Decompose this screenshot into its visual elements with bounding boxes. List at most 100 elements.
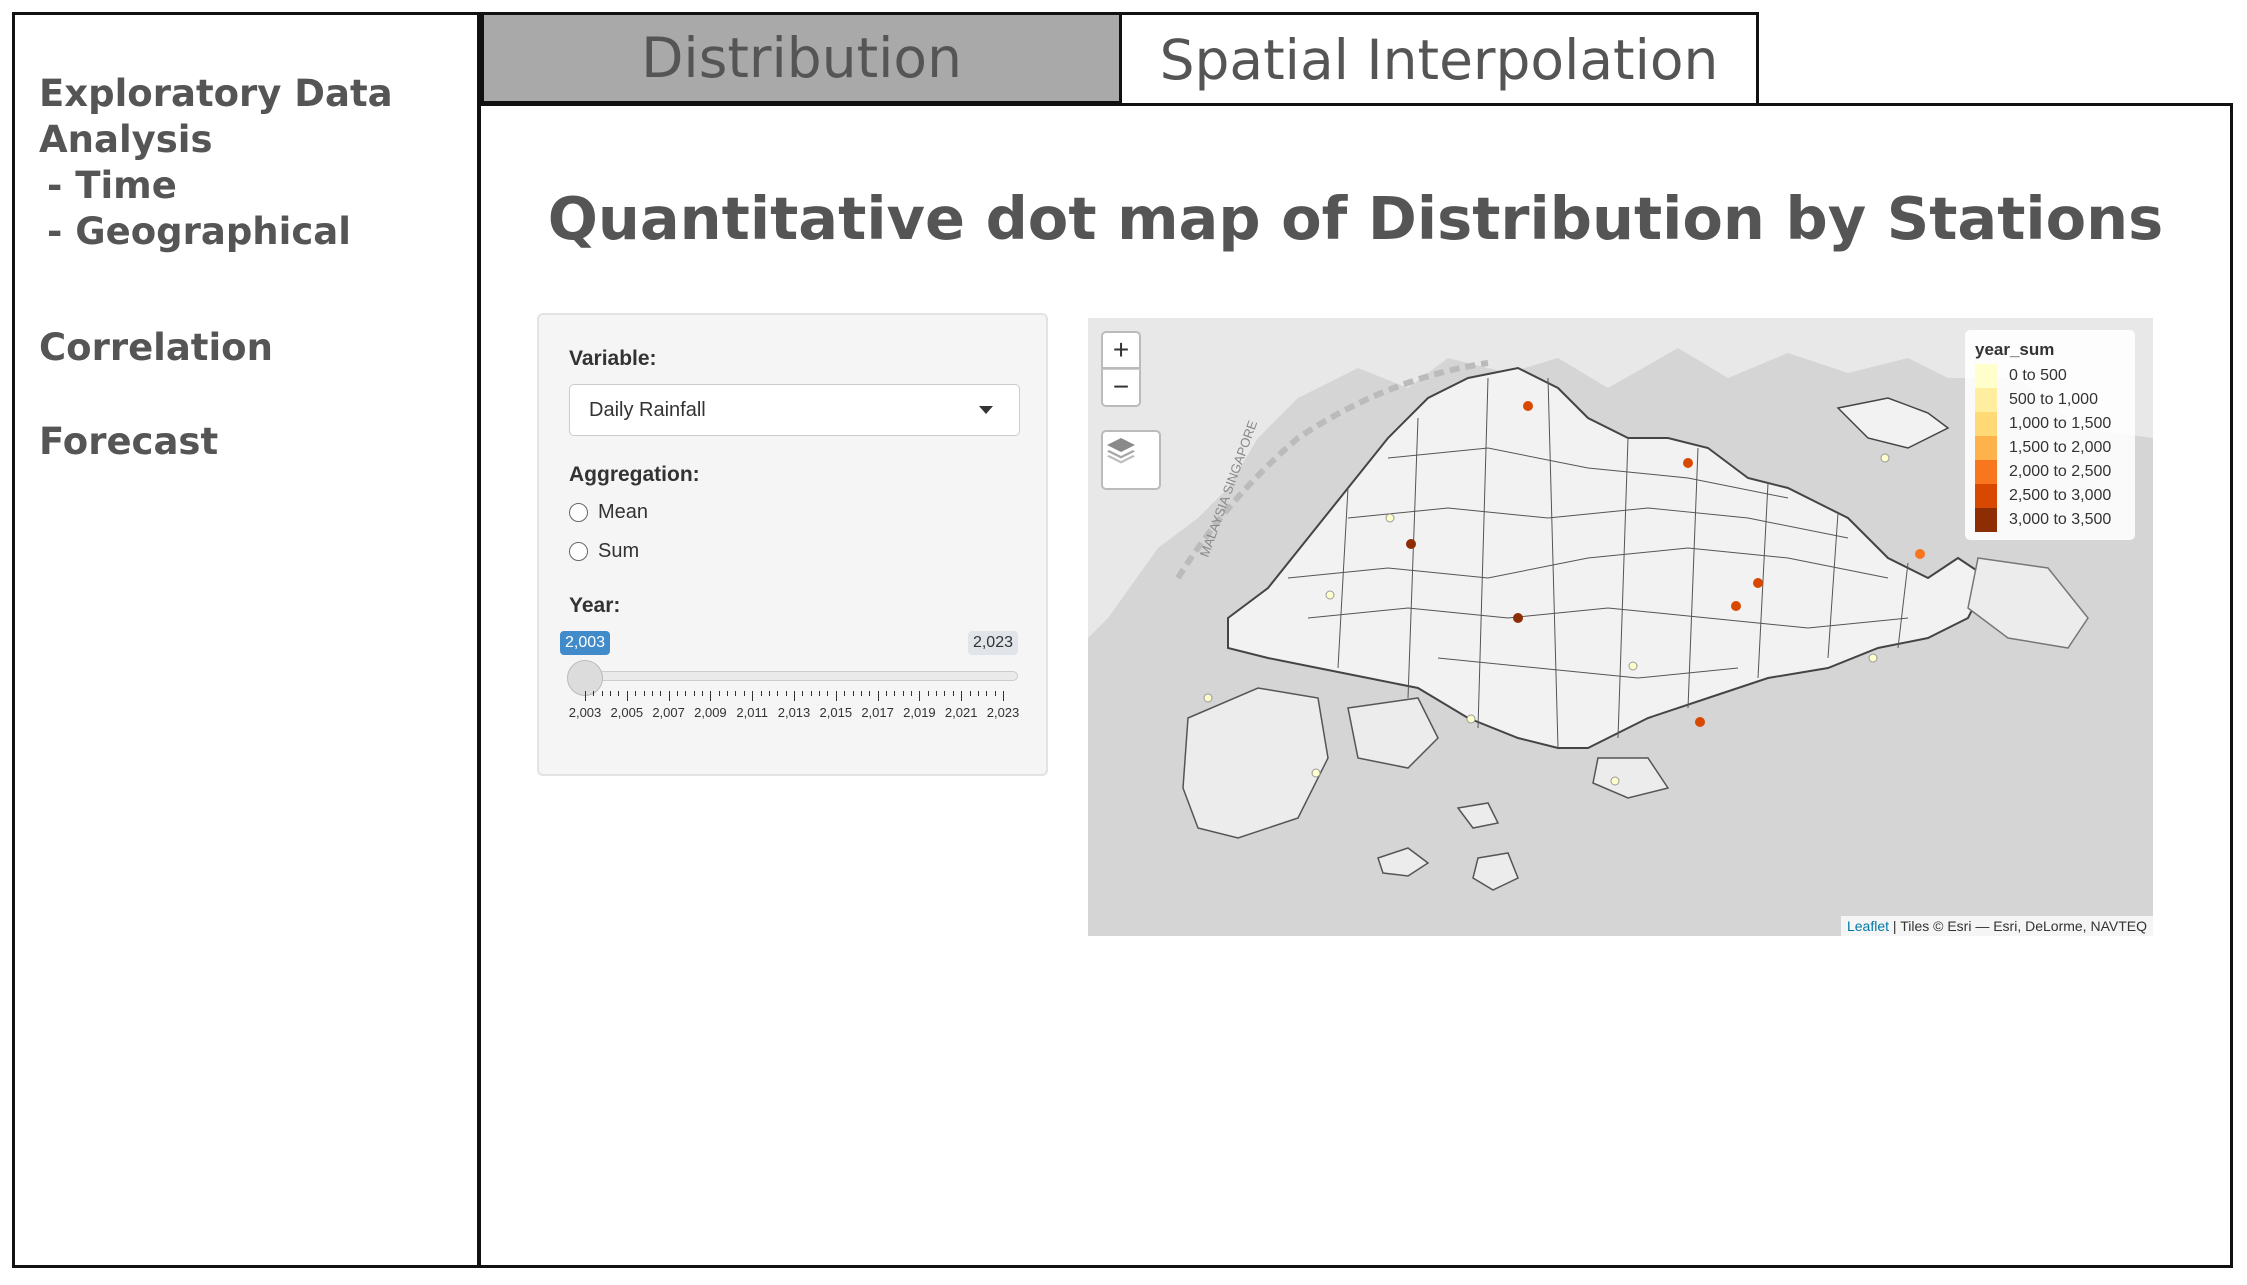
slider-minor-tick [601, 691, 603, 696]
slider-minor-tick [927, 691, 929, 696]
year-label: Year: [569, 594, 621, 617]
station-marker [1731, 601, 1741, 611]
slider-minor-tick [693, 691, 695, 696]
layers-button[interactable] [1101, 430, 1161, 490]
radio-circle[interactable] [569, 502, 588, 522]
slider-minor-tick [702, 691, 704, 696]
jurong-island [1347, 697, 1439, 769]
legend-swatch [1975, 484, 1997, 508]
station-marker [1868, 653, 1878, 663]
variable-select-value: Daily Rainfall [589, 399, 706, 421]
controls-panel: Variable: Daily Rainfall Aggregation: Me… [537, 313, 1048, 776]
nav-eda-time[interactable]: - Time [47, 164, 177, 207]
slider-minor-tick [894, 691, 896, 696]
slider-tick [710, 691, 712, 701]
sidebar: Exploratory Data Analysis - Time - Geogr… [12, 12, 477, 1268]
legend-title: year_sum [1975, 340, 2055, 359]
slider-tick [1003, 691, 1004, 701]
slider-tick-label: 2,005 [610, 705, 644, 720]
legend-item: 2,000 to 2,500 [1975, 460, 2125, 484]
nav-forecast[interactable]: Forecast [39, 420, 219, 463]
slider-minor-tick [760, 691, 762, 696]
changi-area [1967, 557, 2089, 649]
station-marker [1466, 714, 1476, 724]
slider-minor-tick [952, 691, 954, 696]
station-marker [1325, 590, 1335, 600]
station-marker [1628, 661, 1638, 671]
station-marker [1880, 453, 1890, 463]
tab-spatial-interpolation[interactable]: Spatial Interpolation [1119, 12, 1759, 104]
station-marker [1406, 539, 1416, 549]
layers-icon [1107, 438, 1135, 464]
station-marker [1513, 613, 1523, 623]
international-border [1175, 360, 1489, 580]
legend-swatch [1975, 460, 1997, 484]
station-marker [1203, 693, 1213, 703]
legend-label: 0 to 500 [2009, 367, 2067, 384]
nav-eda-geographical[interactable]: - Geographical [47, 210, 351, 253]
slider-tick-label: 2,011 [736, 705, 768, 720]
southern-islands-b [1472, 852, 1519, 891]
legend-item: 0 to 500 [1975, 364, 2125, 388]
leaflet-link[interactable]: Leaflet [1846, 918, 1890, 934]
slider-tick-label: 2,021 [944, 705, 978, 720]
legend-swatch [1975, 436, 1997, 460]
legend-item: 3,000 to 3,500 [1975, 508, 2125, 532]
slider-minor-tick [902, 691, 904, 696]
radio-mean[interactable]: Mean [569, 500, 648, 524]
slider-tick-label: 2,009 [694, 705, 727, 720]
slider-minor-tick [685, 691, 687, 696]
slider-minor-tick [727, 691, 729, 696]
slider-tick [668, 691, 670, 701]
slider-minor-tick [860, 691, 862, 696]
legend-label: 2,000 to 2,500 [2009, 463, 2112, 480]
radio-sum[interactable]: Sum [569, 539, 639, 563]
slider-tick-label: 2,017 [861, 705, 894, 720]
slider-tick [585, 691, 586, 701]
slider-minor-tick [660, 691, 662, 696]
southern-islands-c [1456, 802, 1500, 829]
year-slider-track[interactable] [569, 671, 1018, 681]
slider-minor-tick [735, 691, 737, 696]
slider-minor-tick [676, 691, 678, 696]
variable-select[interactable]: Daily Rainfall [569, 384, 1020, 436]
tab-distribution[interactable]: Distribution [481, 12, 1119, 104]
variable-label: Variable: [569, 347, 657, 370]
slider-minor-tick [768, 691, 770, 696]
slider-tick-label: 2,003 [568, 705, 602, 720]
nav-correlation[interactable]: Correlation [39, 326, 273, 369]
zoom-in-button[interactable]: + [1101, 331, 1141, 369]
station-marker [1915, 549, 1925, 559]
slider-minor-tick [936, 691, 938, 696]
station-marker [1683, 458, 1693, 468]
attribution-text: | Tiles © Esri — Esri, DeLorme, NAVTEQ [1889, 918, 2147, 934]
caret-down-icon [979, 406, 993, 414]
slider-minor-tick [827, 691, 829, 696]
aggregation-label: Aggregation: [569, 463, 700, 486]
slider-tick [835, 691, 837, 701]
slider-minor-tick [869, 691, 871, 696]
slider-tick [794, 691, 795, 701]
slider-tick [919, 691, 921, 701]
slider-minor-tick [802, 691, 804, 696]
legend-swatch [1975, 364, 1997, 388]
slider-minor-tick [743, 691, 745, 696]
map[interactable]: MALAYSIA SINGAPORE + − [1088, 318, 2153, 936]
station-marker [1385, 513, 1395, 523]
slider-tick-label: 2,013 [777, 705, 811, 720]
slider-minor-tick [969, 691, 971, 696]
western-islands [1182, 687, 1329, 839]
nav-exploratory-data-analysis[interactable]: Exploratory Data Analysis - Time - Geogr… [39, 71, 477, 255]
slider-minor-tick [635, 691, 637, 696]
nav-eda-label: Exploratory Data Analysis [39, 72, 393, 161]
radio-circle[interactable] [569, 541, 588, 561]
legend-item: 1,000 to 1,500 [1975, 412, 2125, 436]
slider-minor-tick [844, 691, 846, 696]
map-attribution: Leaflet | Tiles © Esri — Esri, DeLorme, … [1840, 916, 2153, 936]
slider-minor-tick [819, 691, 821, 696]
slider-tick-label: 2,023 [986, 705, 1020, 720]
slider-minor-tick [718, 691, 720, 696]
slider-tick [752, 691, 754, 701]
station-marker [1523, 401, 1533, 411]
zoom-out-button[interactable]: − [1101, 369, 1141, 407]
